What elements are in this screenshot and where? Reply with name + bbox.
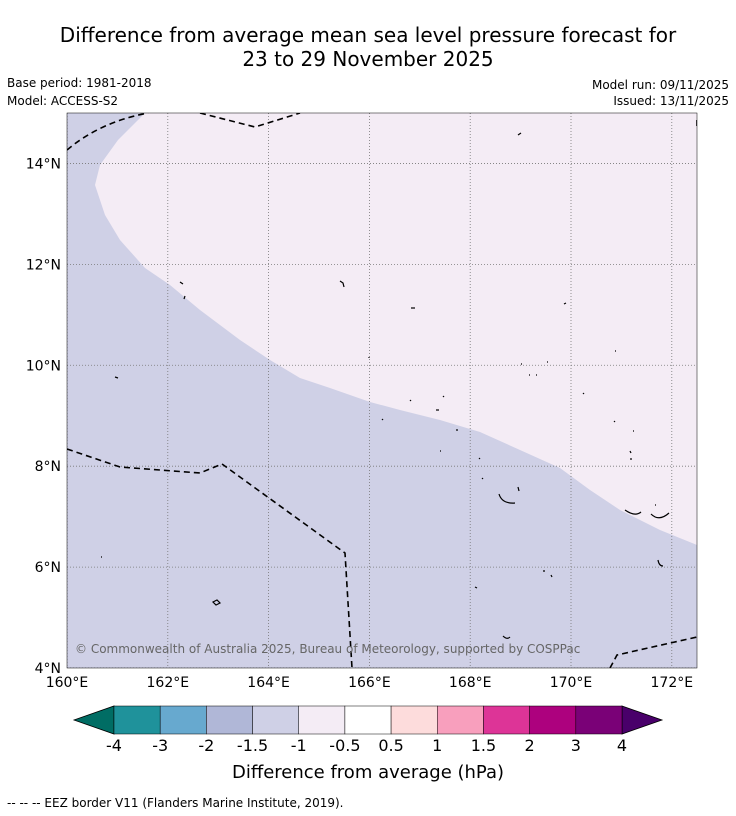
colorbar-extend-low: [72, 705, 115, 735]
lon-tick-label: 168°E: [449, 675, 492, 691]
map-gridlines: [67, 113, 697, 668]
colorbar-tick-label: 2: [525, 736, 535, 755]
colorbar-tick-label: -0.5: [329, 736, 360, 755]
model-run-text: Model run: 09/11/2025: [591, 78, 729, 92]
chart-title-line2: 23 to 29 November 2025: [242, 47, 494, 71]
longitude-axis: 160°E 162°E 164°E 166°E 168°E 170°E 172°E: [46, 675, 693, 691]
eez-legend-text: -- -- -- EEZ border V11 (Flanders Marine…: [7, 796, 344, 810]
colorbar-bin: [390, 705, 438, 735]
colorbar-tick-label: -1.5: [237, 736, 268, 755]
copyright-text: © Commonwealth of Australia 2025, Bureau…: [75, 642, 580, 656]
colorbar-label: Difference from average (hPa): [232, 762, 504, 783]
colorbar-bin: [252, 705, 299, 735]
colorbar-tick-label: 3: [571, 736, 581, 755]
colorbar-tick-label: 1.5: [471, 736, 496, 755]
lon-tick-label: 164°E: [247, 675, 290, 691]
colorbar-bin: [344, 705, 392, 735]
colorbar: -4 -3 -2 -1.5 -1 -0.5 0.5 1 1.5 2 3 4: [72, 705, 664, 755]
colorbar-tick-label: 1: [432, 736, 442, 755]
lat-tick-label: 8°N: [35, 459, 61, 475]
anomaly-region-minus0.5-to-0.5: [95, 113, 697, 545]
islands-coastlines: [101, 132, 670, 639]
issued-text: Issued: 13/11/2025: [613, 94, 729, 108]
colorbar-bin: [483, 705, 530, 735]
lon-tick-label: 162°E: [147, 675, 190, 691]
model-text: Model: ACCESS-S2: [7, 94, 119, 108]
lat-tick-label: 12°N: [26, 257, 61, 273]
colorbar-tick-label: 4: [617, 736, 627, 755]
lon-tick-label: 172°E: [651, 675, 694, 691]
lat-tick-label: 14°N: [26, 156, 61, 172]
colorbar-bin: [437, 705, 484, 735]
colorbar-bin: [575, 705, 623, 735]
lat-tick-label: 10°N: [26, 358, 61, 374]
colorbar-extend-high: [621, 705, 664, 735]
colorbar-tick-label: -4: [106, 736, 122, 755]
lon-tick-label: 160°E: [46, 675, 89, 691]
colorbar-bin: [298, 705, 346, 735]
colorbar-tick-label: -3: [152, 736, 168, 755]
colorbar-tick-label: -2: [198, 736, 214, 755]
lat-tick-label: 6°N: [35, 560, 61, 576]
colorbar-tick-label: 0.5: [378, 736, 403, 755]
map-frame: [66, 112, 698, 669]
eez-border-lines: [67, 113, 697, 668]
colorbar-bin: [529, 705, 577, 735]
lon-tick-label: 170°E: [550, 675, 593, 691]
latitude-axis: 4°N 6°N 8°N 10°N 12°N 14°N: [26, 156, 61, 677]
base-period-text: Base period: 1981-2018: [7, 76, 152, 90]
chart-title-line1: Difference from average mean sea level p…: [59, 23, 677, 47]
lon-tick-label: 166°E: [348, 675, 391, 691]
lat-tick-label: 4°N: [35, 661, 61, 677]
colorbar-bin: [113, 705, 161, 735]
colorbar-bin: [159, 705, 207, 735]
colorbar-tick-label: -1: [291, 736, 307, 755]
colorbar-bin: [206, 705, 253, 735]
